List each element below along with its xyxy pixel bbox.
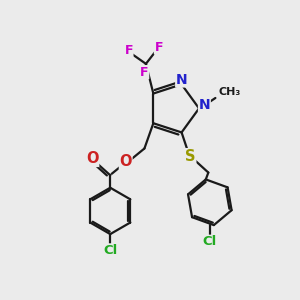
Text: N: N [176,73,188,87]
Text: O: O [86,152,99,166]
Text: F: F [140,66,149,79]
Text: S: S [185,149,196,164]
Text: Cl: Cl [103,244,117,257]
Text: O: O [119,154,132,169]
Text: N: N [199,98,210,112]
Text: F: F [124,44,133,57]
Text: CH₃: CH₃ [219,86,241,97]
Text: F: F [154,41,163,54]
Text: Cl: Cl [203,235,217,248]
